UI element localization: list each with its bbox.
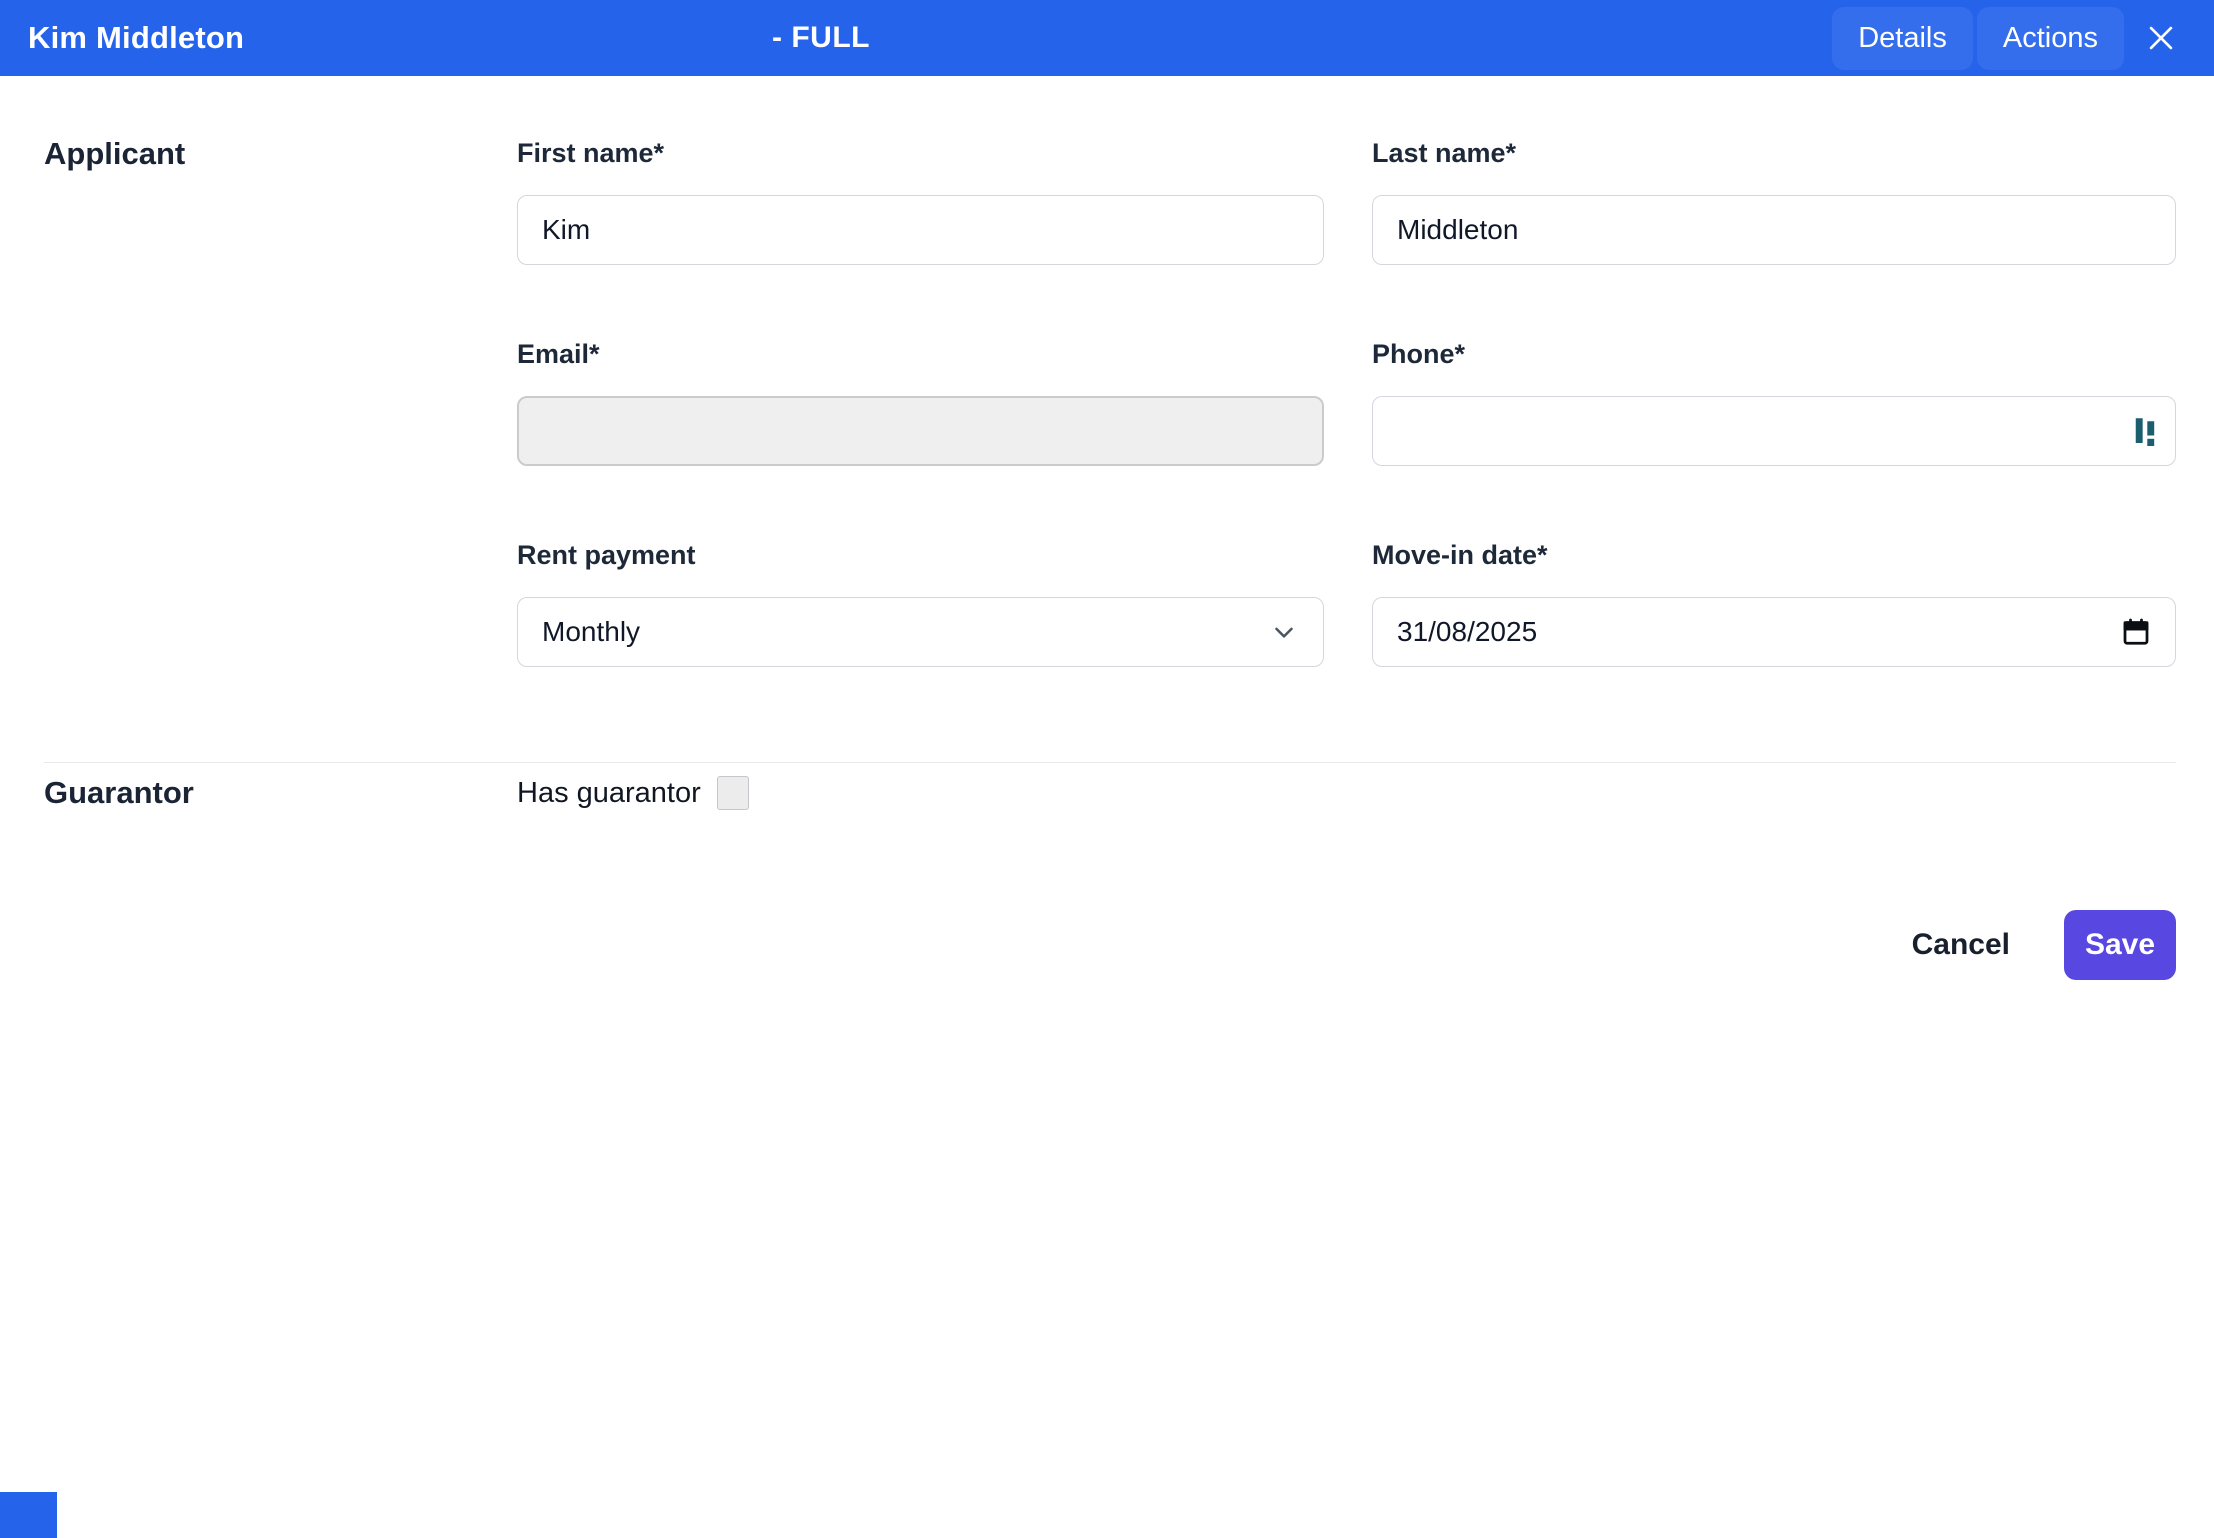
close-button[interactable] — [2138, 15, 2184, 61]
section-divider — [44, 762, 2176, 763]
move-in-date-value: 31/08/2025 — [1397, 616, 1538, 647]
form-footer: Cancel Save — [44, 910, 2176, 980]
move-in-date-input[interactable]: 31/08/2025 — [1372, 597, 2176, 667]
form-row-name: Applicant First name* Last name* — [44, 137, 2176, 265]
bottom-blue-fragment — [0, 1492, 57, 1538]
title-bar: Kim Middleton - FULL Details Actions — [0, 0, 2214, 76]
last-name-label: Last name* — [1372, 138, 1517, 168]
save-button[interactable]: Save — [2064, 910, 2176, 980]
phone-label: Phone* — [1372, 339, 1466, 369]
section-heading-guarantor: Guarantor — [44, 775, 194, 810]
chevron-down-icon — [1269, 617, 1299, 647]
page-title: Kim Middleton — [28, 20, 245, 55]
email-label: Email* — [517, 339, 600, 369]
rent-payment-selected-value: Monthly — [542, 616, 641, 647]
autofill-bars-icon[interactable] — [2135, 412, 2156, 450]
title-bar-actions: Details Actions — [1832, 6, 2184, 70]
document-type-label: - FULL — [772, 21, 870, 54]
first-name-label: First name* — [517, 138, 665, 168]
applicant-form: Applicant First name* Last name* Email* … — [0, 76, 2214, 980]
has-guarantor-label: Has guarantor — [517, 776, 701, 809]
first-name-input[interactable] — [517, 195, 1324, 265]
last-name-input[interactable] — [1372, 195, 2176, 265]
cancel-button[interactable]: Cancel — [1906, 927, 2016, 963]
phone-input[interactable] — [1372, 396, 2176, 466]
guarantor-section: Guarantor Has guarantor — [44, 763, 2176, 810]
form-row-tenancy: Rent payment Monthly Move-in date* 31/08… — [44, 539, 2176, 667]
actions-button[interactable]: Actions — [1976, 6, 2124, 70]
details-button[interactable]: Details — [1832, 6, 1973, 70]
calendar-icon[interactable] — [2121, 616, 2151, 648]
email-input — [517, 396, 1324, 466]
move-in-date-label: Move-in date* — [1372, 540, 1548, 570]
rent-payment-select[interactable]: Monthly — [517, 597, 1324, 667]
form-row-contact: Email* Phone* — [44, 338, 2176, 466]
has-guarantor-checkbox[interactable] — [716, 776, 749, 810]
rent-payment-label: Rent payment — [517, 540, 696, 570]
close-icon — [2144, 21, 2178, 55]
section-heading-applicant: Applicant — [44, 136, 186, 171]
